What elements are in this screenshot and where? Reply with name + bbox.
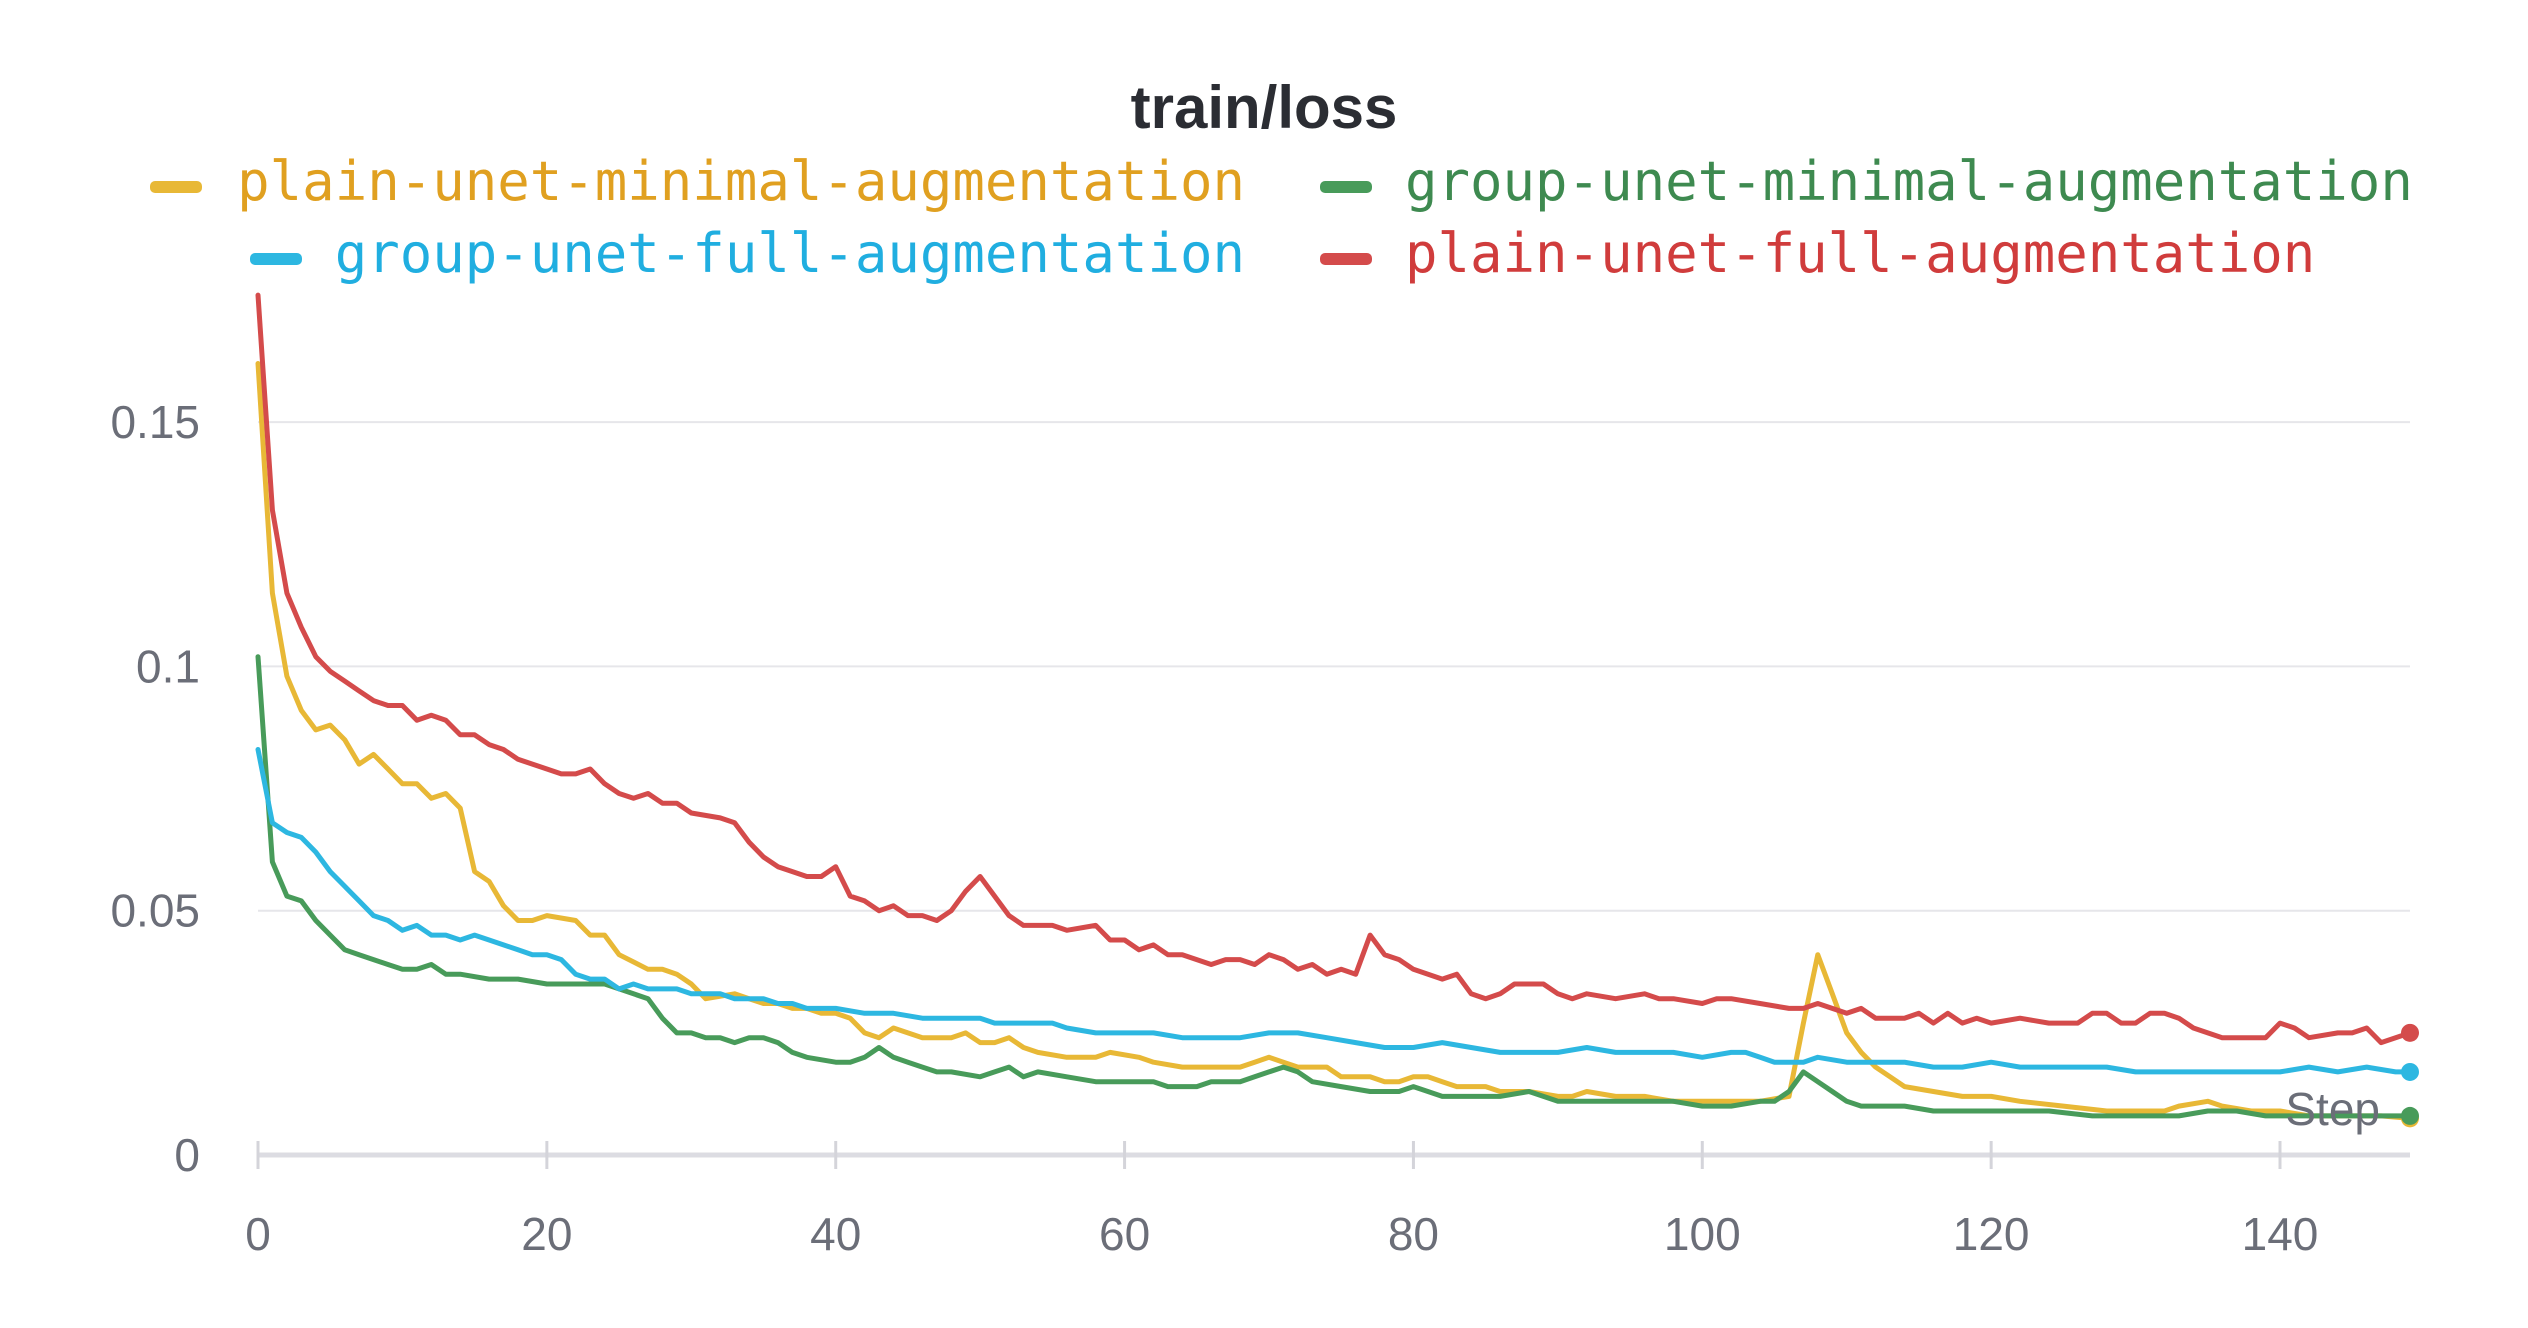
series-lines [255, 292, 2419, 1128]
legend-label: group-unet-minimal-augmentation [1405, 150, 2413, 213]
chart-title: train/loss [1131, 74, 1398, 141]
series-end-marker-plain-unet-full-augmentation [2401, 1023, 2419, 1042]
series-line-plain-unet-full-augmentation [255, 292, 2413, 1046]
series-line-plain-unet-minimal-augmentation [255, 361, 2413, 1121]
y-axis: 0 0.05 0.1 0.15 [110, 396, 200, 1181]
x-tick-label: 40 [810, 1208, 861, 1260]
y-tick-label: 0.1 [136, 640, 200, 692]
series-line-group-unet-full-augmentation [255, 747, 2413, 1075]
series-line-group-unet-minimal-augmentation [255, 654, 2413, 1119]
legend-label: plain-unet-minimal-augmentation [237, 150, 1245, 213]
legend: plain-unet-minimal-augmentation group-une… [150, 150, 2413, 285]
y-tick-label: 0.15 [110, 396, 200, 448]
y-tick-label: 0.05 [110, 885, 200, 937]
legend-swatch [250, 253, 302, 265]
y-tick-label: 0 [174, 1129, 200, 1181]
x-tick-label: 140 [2242, 1208, 2319, 1260]
legend-swatch [1320, 253, 1372, 265]
legend-swatch [1320, 181, 1372, 193]
x-tick-label: 20 [521, 1208, 572, 1260]
x-axis-label: Step [2285, 1083, 2380, 1135]
series-end-marker-group-unet-full-augmentation [2401, 1062, 2419, 1081]
x-tick-label: 120 [1953, 1208, 2030, 1260]
grid [258, 421, 2410, 912]
series-end-marker-group-unet-minimal-augmentation [2401, 1106, 2419, 1125]
legend-label: group-unet-full-augmentation [335, 222, 1245, 285]
legend-label: plain-unet-full-augmentation [1405, 222, 2315, 285]
x-tick-label: 80 [1388, 1208, 1439, 1260]
x-tick-label: 100 [1664, 1208, 1741, 1260]
x-tick-label: 0 [245, 1208, 271, 1260]
x-axis: 0 20 40 60 80 100 120 140 [245, 1141, 2410, 1260]
x-tick-label: 60 [1099, 1208, 1150, 1260]
legend-swatch [150, 181, 202, 193]
